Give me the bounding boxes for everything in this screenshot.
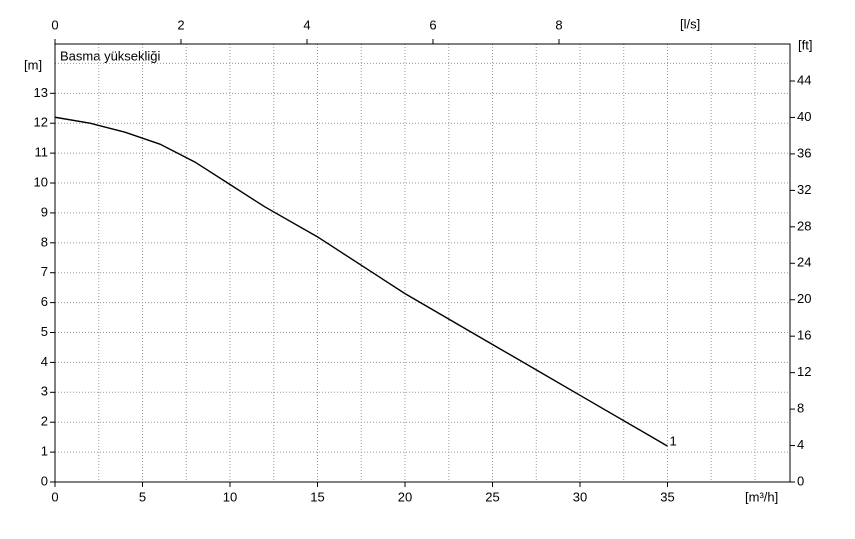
series-label: 1 (670, 434, 677, 449)
x-tick-label: 5 (139, 489, 146, 504)
x2-axis-label: [l/s] (680, 16, 700, 31)
y-tick-label: 3 (41, 384, 48, 399)
y-tick-label: 8 (41, 234, 48, 249)
x2-tick-label: 4 (303, 17, 310, 32)
x-tick-label: 15 (310, 489, 324, 504)
y-tick-label: 6 (41, 294, 48, 309)
x2-tick-label: 6 (429, 17, 436, 32)
y2-tick-label: 44 (797, 72, 811, 87)
y2-tick-label: 4 (797, 437, 804, 452)
x-tick-label: 0 (51, 489, 58, 504)
y-tick-label: 1 (41, 444, 48, 459)
x-tick-label: 30 (573, 489, 587, 504)
y-tick-label: 4 (41, 354, 48, 369)
y2-tick-label: 40 (797, 109, 811, 124)
y2-tick-label: 28 (797, 218, 811, 233)
x2-tick-label: 0 (51, 17, 58, 32)
y2-tick-label: 12 (797, 364, 811, 379)
y-tick-label: 2 (41, 414, 48, 429)
x2-tick-label: 8 (555, 17, 562, 32)
y2-tick-label: 0 (797, 473, 804, 488)
y2-tick-label: 32 (797, 182, 811, 197)
x-tick-label: 35 (660, 489, 674, 504)
y-tick-label: 0 (41, 473, 48, 488)
x-tick-label: 10 (223, 489, 237, 504)
y2-tick-label: 8 (797, 401, 804, 416)
y-tick-label: 7 (41, 264, 48, 279)
x-tick-label: 25 (485, 489, 499, 504)
y2-tick-label: 16 (797, 328, 811, 343)
y2-tick-label: 20 (797, 291, 811, 306)
x2-tick-label: 2 (177, 17, 184, 32)
x-axis-label: [m³/h] (745, 489, 778, 504)
y-tick-label: 11 (35, 145, 49, 160)
y-tick-label: 10 (34, 174, 48, 189)
x-tick-label: 20 (398, 489, 412, 504)
y-axis-label: [m] (24, 57, 42, 72)
chart-title: Basma yüksekliği (60, 48, 161, 63)
y-tick-label: 13 (34, 85, 48, 100)
y-tick-label: 12 (34, 115, 48, 130)
y-tick-label: 5 (41, 324, 48, 339)
curve (54, 116, 668, 447)
y2-tick-label: 36 (797, 145, 811, 160)
plot-frame (54, 43, 791, 483)
y-tick-label: 9 (41, 204, 48, 219)
y2-axis-label: [ft] (798, 37, 812, 52)
y2-tick-label: 24 (797, 255, 811, 270)
